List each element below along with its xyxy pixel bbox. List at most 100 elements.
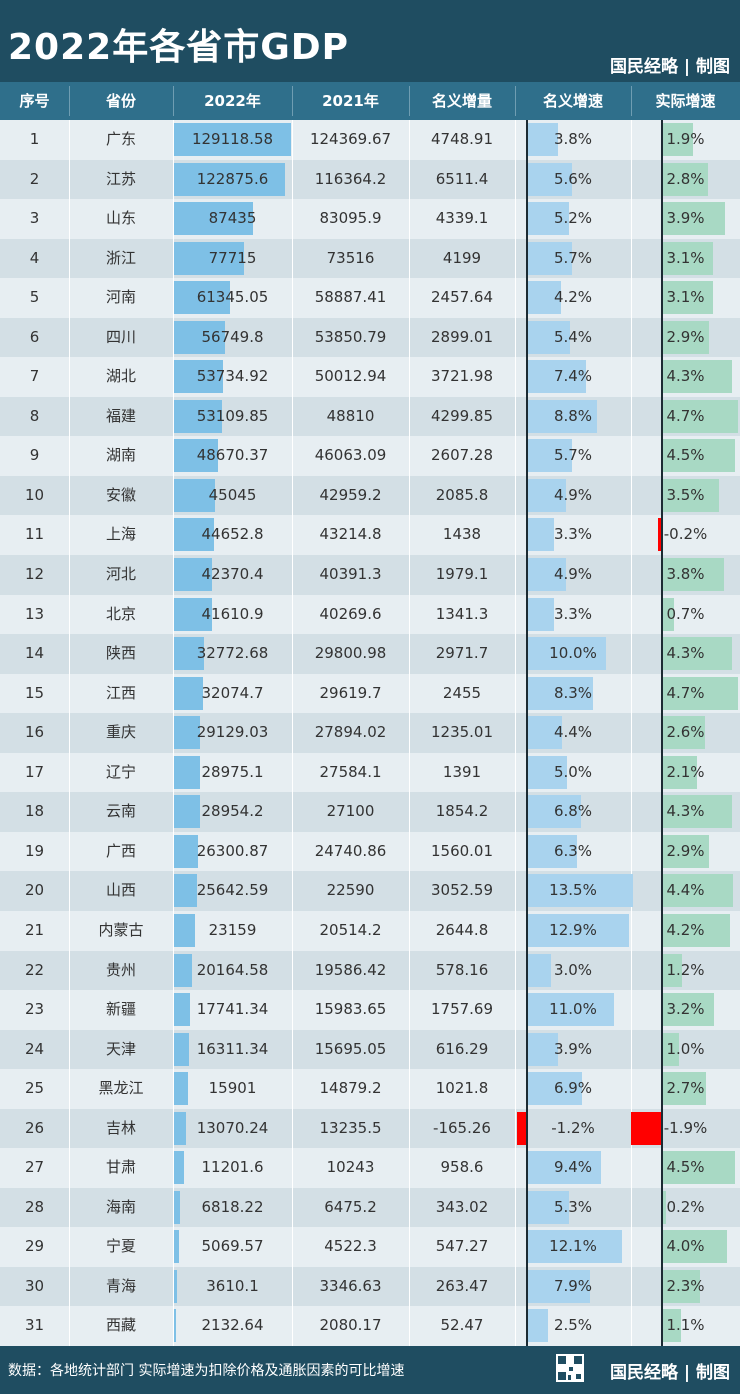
table-row: 23 新疆 17741.34 15983.65 1757.69 11.0% 3.2% <box>0 990 740 1030</box>
province-cell: 黑龙江 <box>98 1079 144 1098</box>
gdp-2022-bar <box>174 1230 179 1264</box>
cell-separator <box>515 752 516 793</box>
cell-separator <box>631 950 632 991</box>
rank-cell: 25 <box>24 1079 45 1098</box>
cell-separator <box>631 831 632 872</box>
cell-separator <box>173 990 174 1030</box>
nominal-growth-bar <box>528 716 563 750</box>
gdp-2022-cell: 5069.57 <box>201 1237 264 1256</box>
increment-cell: 1391 <box>442 762 482 781</box>
header: 2022年各省市GDP 国民经略 | 制图 <box>0 0 740 82</box>
table-row: 2 江苏 122875.6 116364.2 6511.4 5.6% 2.8% <box>0 159 740 200</box>
nominal-growth-cell: 3.3% <box>553 604 593 623</box>
increment-cell: 2455 <box>442 683 482 702</box>
cell-separator <box>515 1306 516 1346</box>
gdp-2021-cell: 27100 <box>326 802 375 821</box>
table-header: 序号 省份 2022年 2021年 名义增量 名义增速 实际增速 <box>0 82 740 120</box>
nominal-growth-cell: 6.3% <box>553 841 593 860</box>
rank-cell: 1 <box>29 130 40 148</box>
rank-cell: 3 <box>29 209 40 228</box>
cell-separator <box>409 1187 410 1228</box>
real-growth-cell: 2.8% <box>666 169 705 188</box>
cell-separator <box>173 673 174 714</box>
nominal-growth-cell: 7.4% <box>553 367 593 386</box>
column-header-gdp-2021: 2021年 <box>322 92 379 110</box>
nominal-growth-cell: 5.7% <box>553 446 593 465</box>
gdp-2022-bar <box>174 558 213 592</box>
table-row: 14 陕西 32772.68 29800.98 2971.7 10.0% 4.3% <box>0 634 740 674</box>
table-row: 31 西藏 2132.64 2080.17 52.47 2.5% 1.1% <box>0 1306 740 1346</box>
increment-cell: 958.6 <box>440 1158 484 1177</box>
rank-cell: 23 <box>24 1000 45 1019</box>
real-growth-bar <box>663 1032 679 1066</box>
nominal-growth-cell: 7.9% <box>553 1276 593 1295</box>
gdp-2022-cell: 129118.58 <box>191 130 274 148</box>
cell-separator <box>69 1227 70 1267</box>
province-cell: 辽宁 <box>105 762 136 781</box>
nominal-growth-cell: 12.9% <box>549 920 597 939</box>
gdp-2022-cell: 44652.8 <box>201 525 264 544</box>
real-growth-cell: 4.5% <box>666 446 705 465</box>
real-growth-bar <box>663 439 735 473</box>
rank-cell: 2 <box>29 169 40 188</box>
rank-cell: 7 <box>29 367 40 386</box>
increment-cell: 547.27 <box>435 1237 489 1256</box>
nominal-growth-bar <box>528 1190 570 1224</box>
gdp-2021-cell: 46063.09 <box>314 446 387 465</box>
province-cell: 山西 <box>105 881 136 900</box>
table-row: 17 辽宁 28975.1 27584.1 1391 5.0% 2.1% <box>0 752 740 793</box>
cell-separator <box>292 792 293 832</box>
cell-separator <box>631 436 632 476</box>
gdp-2021-cell: 19586.42 <box>314 960 387 979</box>
cell-separator <box>631 475 632 516</box>
gdp-2022-cell: 56749.8 <box>201 327 264 346</box>
cell-separator <box>173 1069 174 1109</box>
gdp-2021-cell: 29619.7 <box>319 683 382 702</box>
cell-separator <box>515 1108 516 1149</box>
real-growth-bar <box>630 1111 661 1145</box>
gdp-2022-cell: 45045 <box>208 485 257 504</box>
cell-separator <box>292 159 293 200</box>
cell-separator <box>515 120 516 160</box>
cell-separator <box>631 120 632 160</box>
nominal-growth-cell: 5.2% <box>553 209 593 228</box>
cell-separator <box>409 910 410 951</box>
cell-separator <box>69 555 70 595</box>
cell-separator <box>515 1266 516 1307</box>
increment-cell: 52.47 <box>440 1316 484 1335</box>
cell-separator <box>173 1227 174 1267</box>
real-growth-cell: 3.5% <box>666 485 705 504</box>
increment-cell: 1438 <box>442 525 482 544</box>
cell-separator <box>292 475 293 516</box>
cell-separator <box>173 713 174 753</box>
cell-separator <box>631 1266 632 1307</box>
table-row: 5 河南 61345.05 58887.41 2457.64 4.2% 3.1% <box>0 278 740 318</box>
cell-separator <box>515 357 516 397</box>
cell-separator <box>69 317 70 358</box>
nominal-growth-cell: 3.8% <box>553 130 593 148</box>
cell-separator <box>631 199 632 239</box>
cell-separator <box>69 950 70 991</box>
cell-separator <box>631 634 632 674</box>
cell-separator <box>631 317 632 358</box>
cell-separator <box>409 1029 410 1070</box>
cell-separator <box>631 159 632 200</box>
cell-separator <box>409 317 410 358</box>
real-growth-bar <box>663 716 705 750</box>
nominal-growth-bar <box>528 320 571 354</box>
rank-cell: 4 <box>29 248 40 267</box>
real-growth-bar <box>663 637 732 671</box>
real-growth-cell: 3.2% <box>666 1000 705 1019</box>
table-row: 19 广西 26300.87 24740.86 1560.01 6.3% 2.9% <box>0 831 740 872</box>
increment-cell: 4748.91 <box>430 130 494 148</box>
real-growth-bar <box>663 953 683 987</box>
table-row: 25 黑龙江 15901 14879.2 1021.8 6.9% 2.7% <box>0 1069 740 1109</box>
cell-separator <box>69 278 70 318</box>
table-row: 3 山东 87435 83095.9 4339.1 5.2% 3.9% <box>0 199 740 239</box>
cell-separator <box>631 238 632 279</box>
cell-separator <box>631 278 632 318</box>
real-growth-bar <box>663 755 697 789</box>
cell-separator <box>409 199 410 239</box>
cell-separator <box>173 159 174 200</box>
column-separator <box>409 86 410 116</box>
